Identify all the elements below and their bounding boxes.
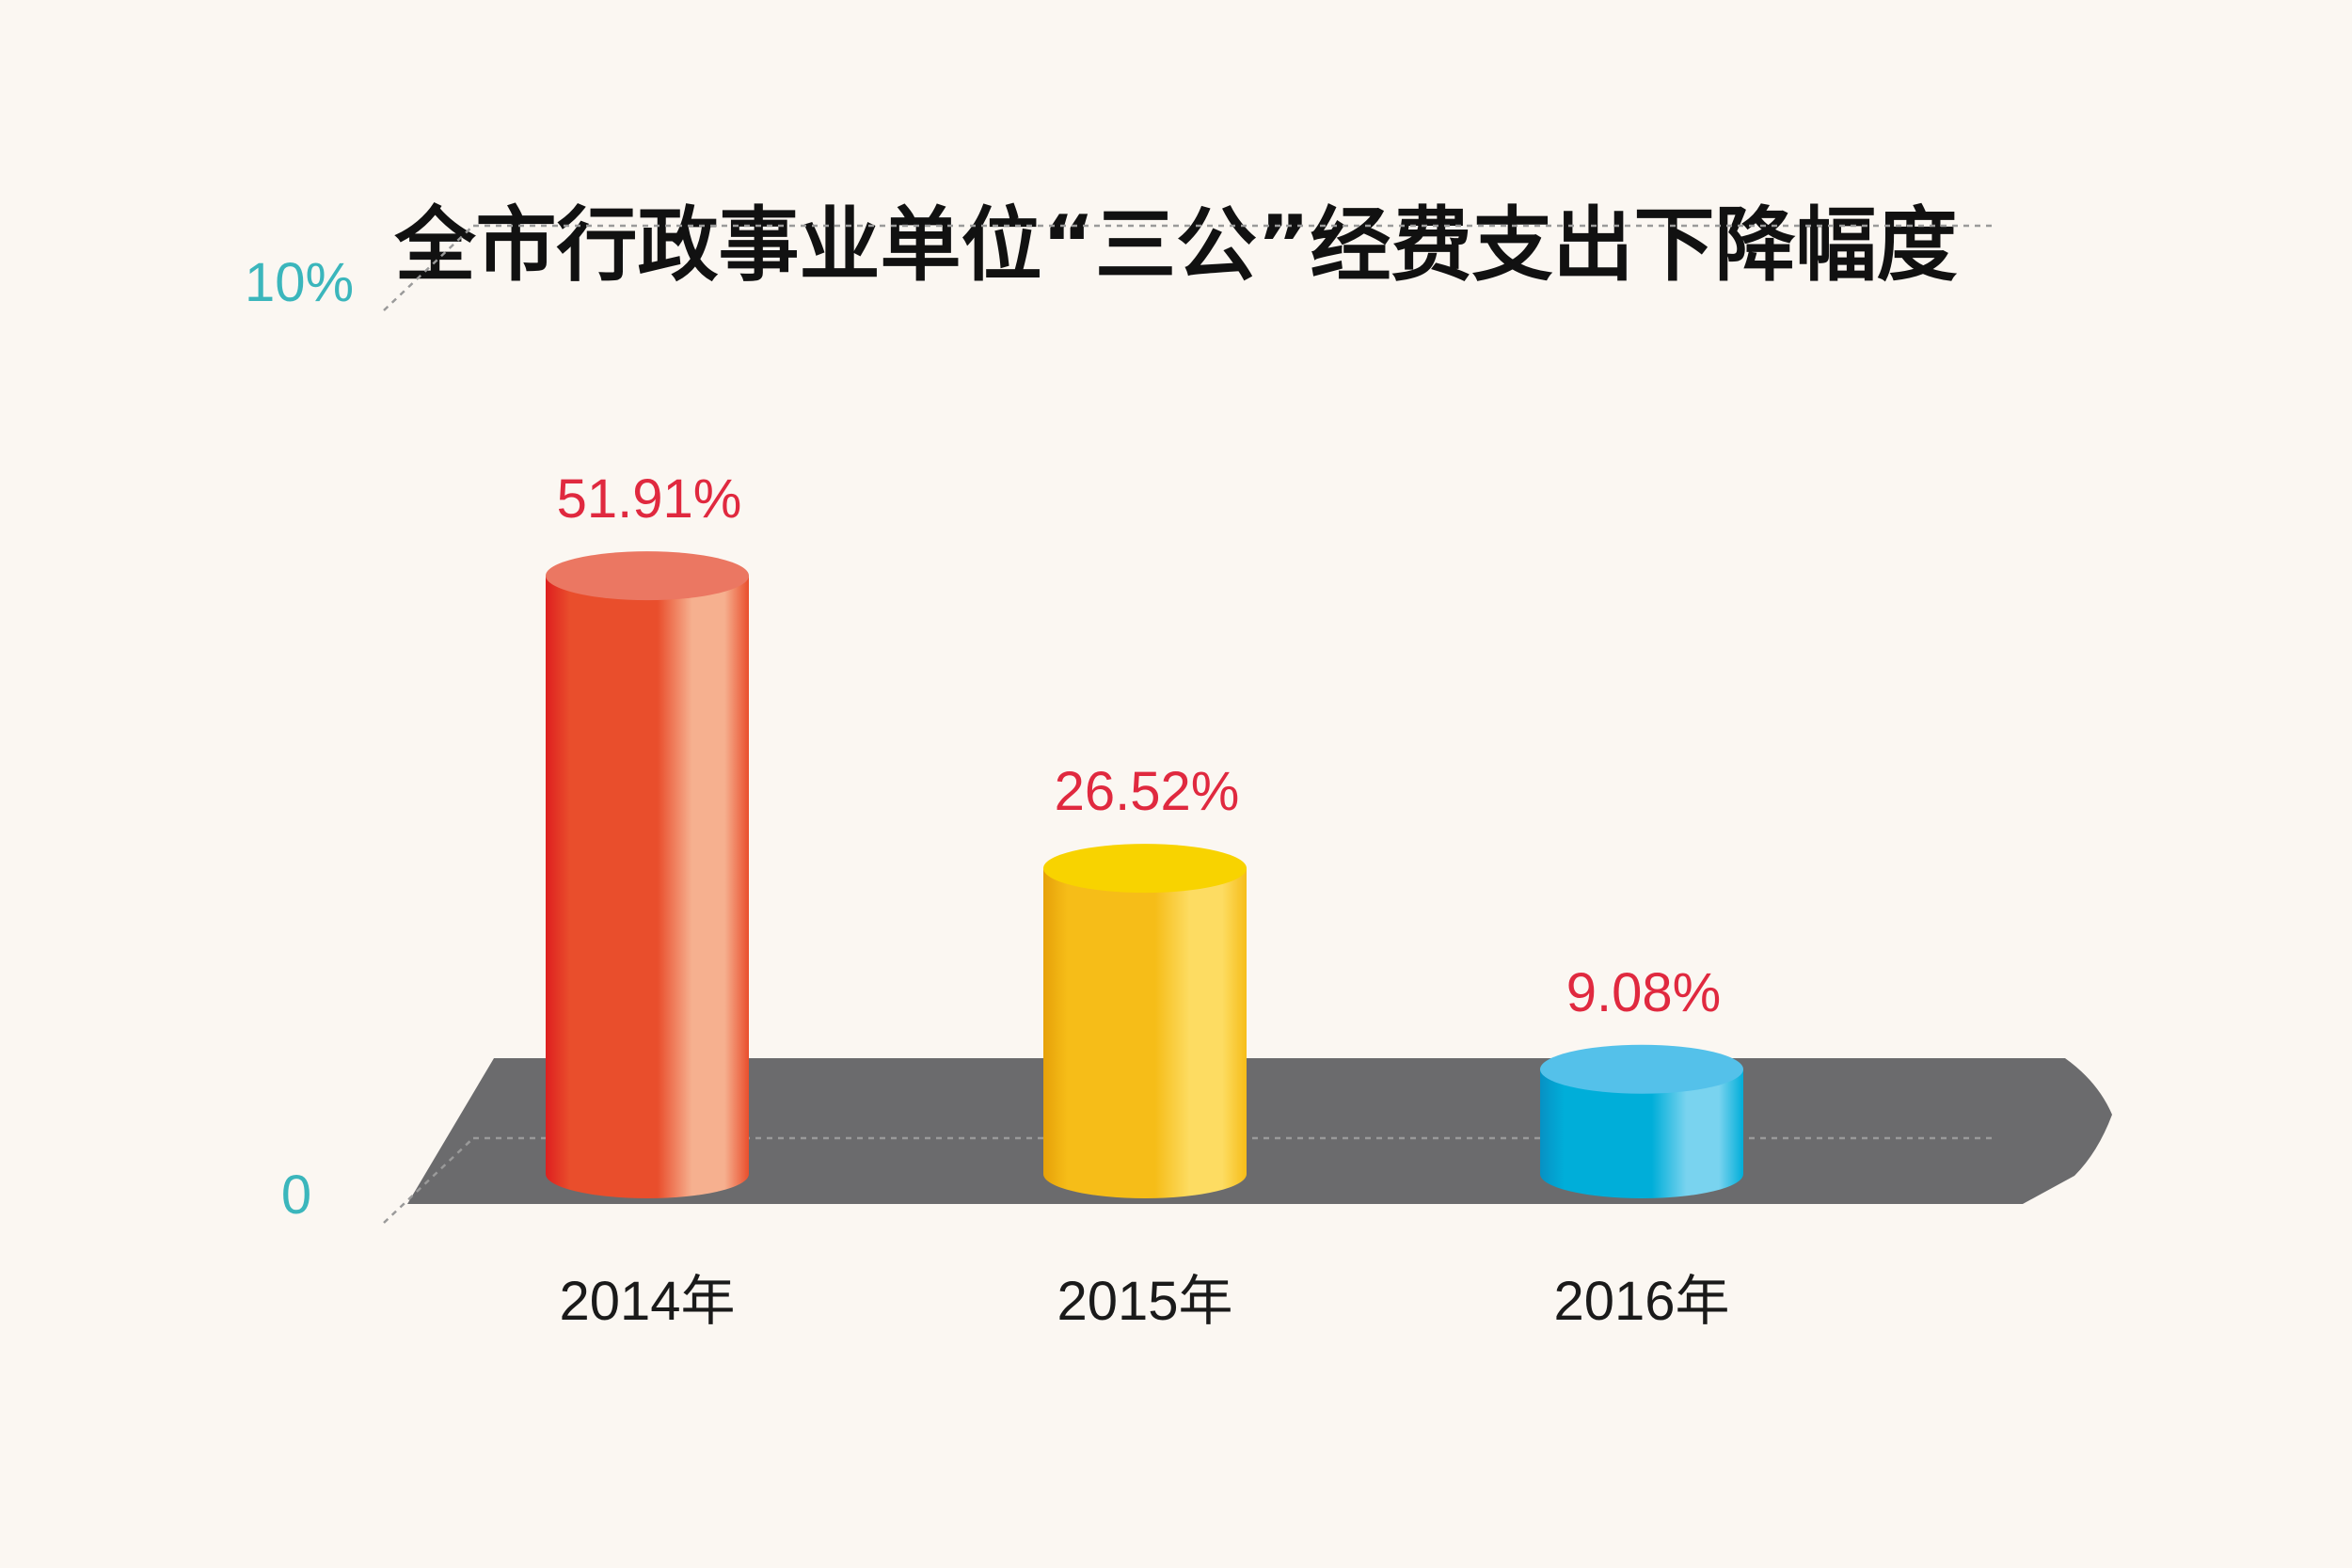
chart-title: 全市行政事业单位“三公”经费支出下降幅度 [393,198,1957,293]
x-tick-label: 2014年 [559,1271,735,1332]
data-label: 9.08% [1566,962,1721,1023]
y-tick-label: 0 [281,1164,311,1226]
data-label: 26.52% [1055,761,1240,822]
bar-body [1043,868,1247,1198]
x-tick-label: 2016年 [1553,1271,1729,1332]
bar-top [1043,844,1247,894]
gridline-diagonal [383,225,474,311]
data-labels: 51.91% 26.52% 9.08% [557,468,1722,1023]
x-axis-ticks: 2014年 2015年 2016年 [559,1271,1729,1332]
bar-body [546,576,749,1198]
data-label: 51.91% [557,468,742,530]
bar-2015年 [1043,844,1247,1198]
y-tick-label: 10% [245,252,354,313]
bar-2014年 [546,551,749,1198]
gridline-diagonal [383,1137,474,1224]
x-tick-label: 2015年 [1057,1271,1232,1332]
bar-top [546,551,749,601]
bar-2016年 [1540,1044,1743,1198]
bar-body [1540,1069,1743,1198]
bars [546,551,1743,1198]
bar-top [1540,1044,1743,1094]
y-axis-ticks: 010%20%30%40%50%60% [245,252,354,1226]
